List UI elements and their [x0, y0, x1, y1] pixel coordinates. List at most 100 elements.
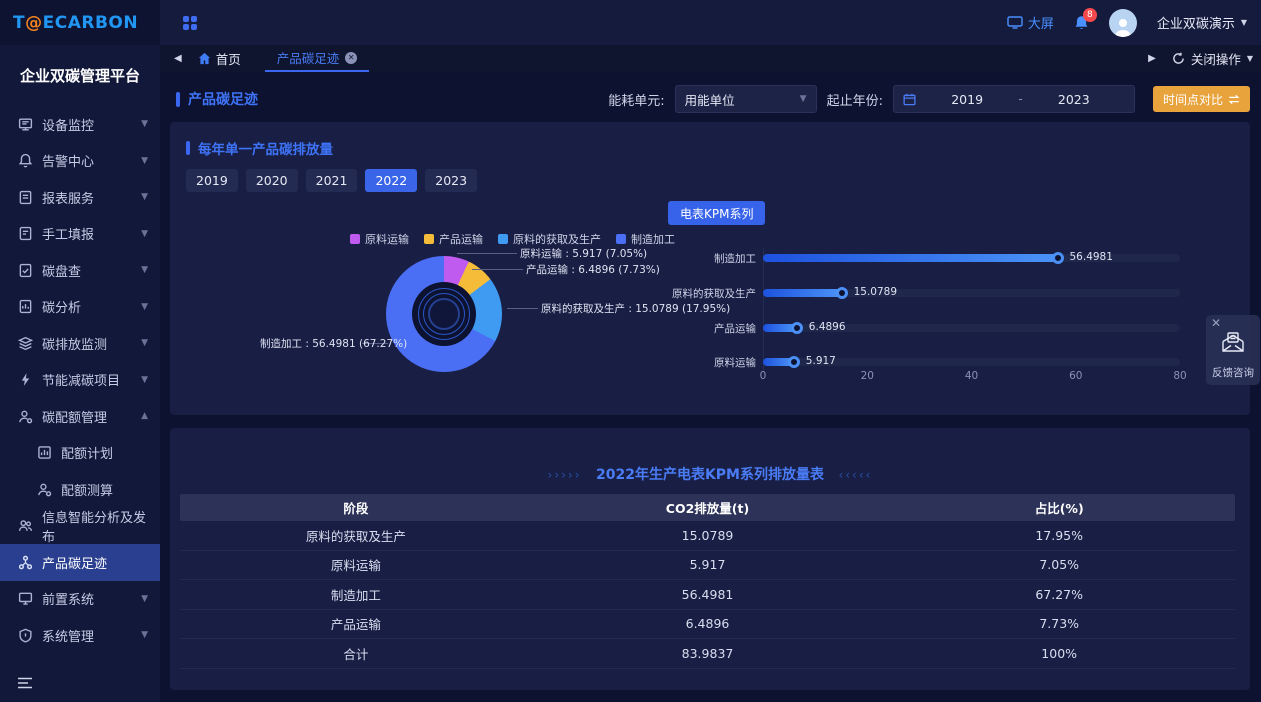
sidebar-item-3[interactable]: 手工填报 ▼ [0, 216, 160, 253]
table-row[interactable]: 合计 83.9837 100% [180, 639, 1235, 669]
table-cell: 100% [1041, 645, 1078, 661]
notifications-button[interactable]: 8 [1074, 7, 1097, 31]
sidebar-item-label: 告警中心 [42, 155, 95, 171]
main-area: 大屏 8 企业双碳演示 ▼ ◀ 首页 产品碳足迹 ✕ ▶ [160, 0, 1261, 702]
legend-label: 原料运输 [365, 233, 409, 246]
sidebar-item-label: 系统管理 [42, 629, 95, 645]
quota-manage-icon [18, 409, 33, 424]
sidebar-menu: 设备监控 ▼ 告警中心 ▼ 报表服务 ▼ 手工填报 ▼ 碳盘查 ▼ 碳分析 ▼ 碳排放监测 ▼ 节能减碳项目… [0, 92, 160, 654]
donut-chart[interactable] [386, 256, 502, 372]
sidebar-item-6[interactable]: 碳排放监测 ▼ [0, 325, 160, 362]
manual-form-icon [18, 226, 33, 241]
sidebar-item-14[interactable]: 系统管理 ▼ [0, 617, 160, 654]
sidebar-item-9[interactable]: 配额计划 [0, 435, 160, 472]
energy-bolt-icon [18, 372, 33, 387]
year-range-picker[interactable]: 2019 - 2023 [892, 85, 1135, 113]
tabs-scroll-right-icon[interactable]: ▶ [1148, 53, 1156, 64]
sidebar-item-label: 手工填报 [42, 228, 95, 244]
legend-item-3[interactable]: 制造加工 [616, 231, 675, 247]
tabs-scroll-left-icon[interactable]: ◀ [174, 53, 182, 64]
legend-item-2[interactable]: 原料的获取及生产 [498, 231, 601, 247]
table-header-row: 阶段 CO2排放量(t) 占比(%) [180, 494, 1235, 521]
close-operations-menu[interactable]: 关闭操作 ▼ [1172, 49, 1253, 68]
apps-grid-icon[interactable] [182, 15, 198, 31]
sidebar-item-4[interactable]: 碳盘查 ▼ [0, 252, 160, 289]
bar-value-label: 5.917 [805, 355, 836, 367]
year-chip-2022[interactable]: 2022 [365, 169, 418, 192]
bar-value-label: 56.4981 [1069, 251, 1113, 263]
legend-item-0[interactable]: 原料运输 [350, 231, 409, 247]
feedback-widget[interactable]: ✕ 反馈咨询 [1206, 315, 1260, 385]
energy-unit-select[interactable]: 用能单位 ▼ [674, 85, 817, 113]
table-row[interactable]: 原料运输 5.917 7.05% [180, 551, 1235, 580]
table-cell: 56.4981 [681, 586, 734, 602]
monitor-icon [1007, 16, 1023, 29]
bar-category-label: 原料的获取及生产 [672, 288, 756, 300]
table-title-text: 2022年生产电表KPM系列排放量表 [595, 467, 824, 483]
year-chip-2021[interactable]: 2021 [305, 169, 358, 192]
chevron-down-icon: ▼ [141, 338, 148, 349]
user-avatar[interactable] [1108, 8, 1137, 37]
bar-category-label: 产品运输 [714, 323, 756, 335]
quota-plan-icon [37, 445, 52, 460]
sidebar-item-11[interactable]: 信息智能分析及发布 [0, 508, 160, 545]
emission-layers-icon [18, 336, 33, 351]
sidebar-item-label: 节能减碳项目 [42, 374, 121, 390]
legend-label: 制造加工 [631, 233, 675, 246]
sidebar-item-2[interactable]: 报表服务 ▼ [0, 179, 160, 216]
report-doc-icon [18, 190, 33, 205]
chevron-down-icon: ▼ [1246, 54, 1253, 63]
table-cell: 原料的获取及生产 [305, 528, 406, 544]
tab-product-carbon-footprint[interactable]: 产品碳足迹 ✕ [264, 45, 370, 72]
chevron-down-icon: ▼ [141, 301, 148, 312]
sidebar-item-5[interactable]: 碳分析 ▼ [0, 289, 160, 326]
sidebar-item-8[interactable]: 碳配额管理 ▲ [0, 398, 160, 435]
user-menu[interactable]: 企业双碳演示 ▼ [1157, 13, 1247, 32]
sidebar-item-0[interactable]: 设备监控 ▼ [0, 106, 160, 143]
bar-track [763, 254, 1180, 262]
table-row[interactable]: 原料的获取及生产 15.0789 17.95% [180, 521, 1235, 551]
bar-end-marker-icon [1051, 252, 1064, 264]
sidebar-item-7[interactable]: 节能减碳项目 ▼ [0, 362, 160, 399]
donut-leader-line [472, 269, 523, 270]
legend-item-1[interactable]: 产品运输 [424, 231, 483, 247]
energy-unit-label: 能耗单元: [608, 93, 665, 109]
sidebar-item-label: 产品碳足迹 [42, 556, 108, 572]
year-chip-2019[interactable]: 2019 [186, 169, 238, 192]
notification-badge: 8 [1082, 7, 1097, 22]
title-decor-right: ‹‹‹‹‹ [838, 468, 873, 482]
big-screen-button[interactable]: 大屏 [1007, 13, 1054, 32]
sidebar-item-label: 前置系统 [42, 593, 95, 609]
breadcrumb-home[interactable]: 首页 [188, 45, 251, 72]
sidebar-item-label: 碳分析 [42, 301, 82, 317]
year-end-value[interactable]: 2023 [1057, 91, 1090, 107]
bar-fill [763, 289, 842, 297]
emission-charts-panel: 每年单一产品碳排放量 2019 2020 2021 2022 2023 电表KPM系列 … [170, 122, 1250, 415]
tab-close-icon[interactable]: ✕ [345, 51, 358, 64]
year-start-value[interactable]: 2019 [951, 91, 984, 107]
sidebar-item-13[interactable]: 前置系统 ▼ [0, 581, 160, 618]
table-row[interactable]: 产品运输 6.4896 7.73% [180, 610, 1235, 639]
sidebar-item-12[interactable]: 产品碳足迹 [0, 544, 160, 581]
bar-track [763, 289, 1180, 297]
home-icon [198, 52, 210, 65]
donut-leader-line [507, 308, 538, 309]
year-chip-group: 2019 2020 2021 2022 2023 [186, 169, 478, 192]
kpm-series-button[interactable]: 电表KPM系列 [668, 201, 766, 225]
alarm-bell-icon [18, 153, 33, 168]
calendar-icon [903, 93, 916, 105]
feedback-close-icon[interactable]: ✕ [1211, 316, 1222, 330]
sidebar-item-10[interactable]: 配额测算 [0, 471, 160, 508]
year-chip-2020[interactable]: 2020 [245, 169, 298, 192]
mail-feedback-icon [1222, 332, 1244, 352]
app-logo[interactable]: T @ ECARBON [0, 0, 160, 45]
year-chip-2023[interactable]: 2023 [425, 169, 478, 192]
sidebar-collapse-icon[interactable] [17, 676, 33, 690]
table-header-cell: CO2排放量(t) [665, 501, 750, 516]
time-point-compare-button[interactable]: 时间点对比 [1152, 86, 1250, 112]
platform-title: 企业双碳管理平台 [19, 67, 140, 85]
sidebar-item-1[interactable]: 告警中心 ▼ [0, 143, 160, 180]
emission-table-panel: ››››› 2022年生产电表KPM系列排放量表 ‹‹‹‹‹ 阶段 CO2排放量(… [170, 428, 1250, 690]
table-cell: 原料运输 [330, 558, 381, 574]
table-row[interactable]: 制造加工 56.4981 67.27% [180, 580, 1235, 610]
